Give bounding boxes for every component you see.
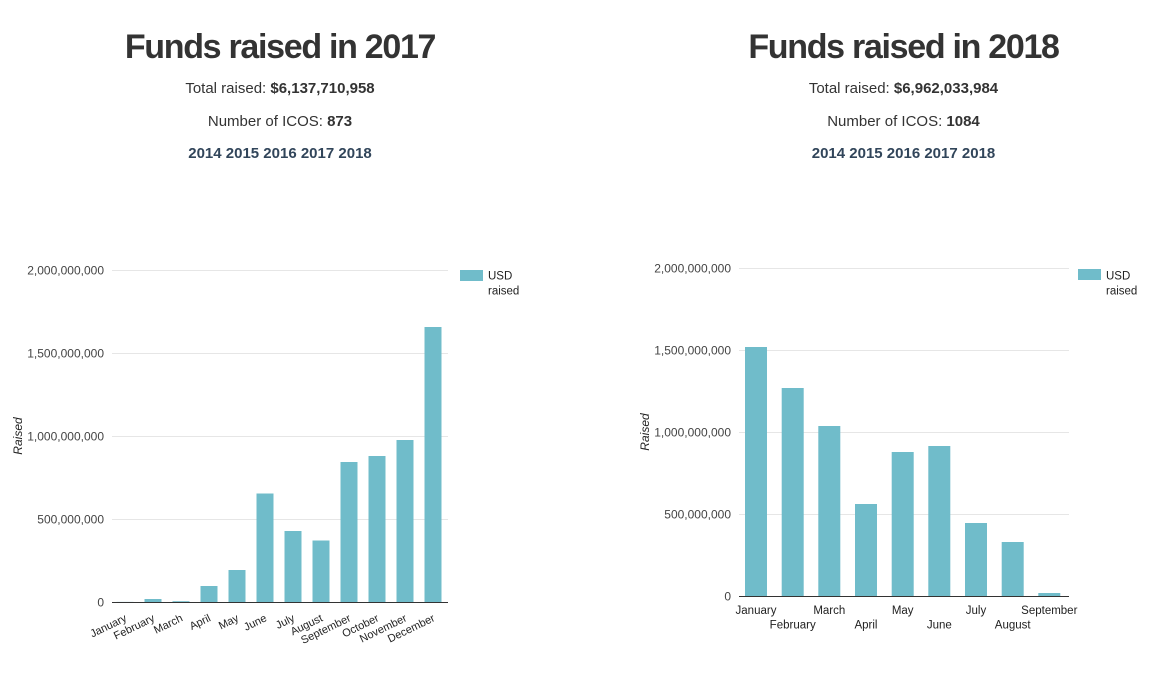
svg-text:1,500,000,000: 1,500,000,000 [27,347,104,361]
svg-text:May: May [217,612,241,632]
svg-text:2,000,000,000: 2,000,000,000 [27,264,104,278]
svg-text:August: August [995,620,1032,632]
svg-text:1,500,000,000: 1,500,000,000 [654,344,731,358]
svg-text:500,000,000: 500,000,000 [664,508,731,522]
svg-text:500,000,000: 500,000,000 [37,513,104,527]
svg-text:February: February [770,620,816,632]
svg-text:Raised: Raised [638,413,652,451]
svg-text:1,000,000,000: 1,000,000,000 [27,430,104,444]
svg-text:May: May [892,605,914,617]
svg-text:raised: raised [488,286,519,298]
svg-text:April: April [854,620,877,632]
svg-text:0: 0 [97,596,104,610]
svg-text:September: September [1021,605,1077,617]
svg-text:January: January [736,605,777,617]
svg-text:1,000,000,000: 1,000,000,000 [654,426,731,440]
svg-text:April: April [188,612,213,632]
svg-text:March: March [813,605,845,617]
svg-text:June: June [242,612,269,633]
svg-text:July: July [966,605,987,617]
svg-text:June: June [927,620,952,632]
svg-text:2,000,000,000: 2,000,000,000 [654,262,731,276]
svg-text:raised: raised [1106,286,1137,298]
svg-text:0: 0 [724,590,731,604]
svg-text:Raised: Raised [11,417,25,455]
svg-text:March: March [152,612,185,636]
svg-text:USD: USD [1106,271,1130,283]
svg-text:USD: USD [488,271,512,283]
